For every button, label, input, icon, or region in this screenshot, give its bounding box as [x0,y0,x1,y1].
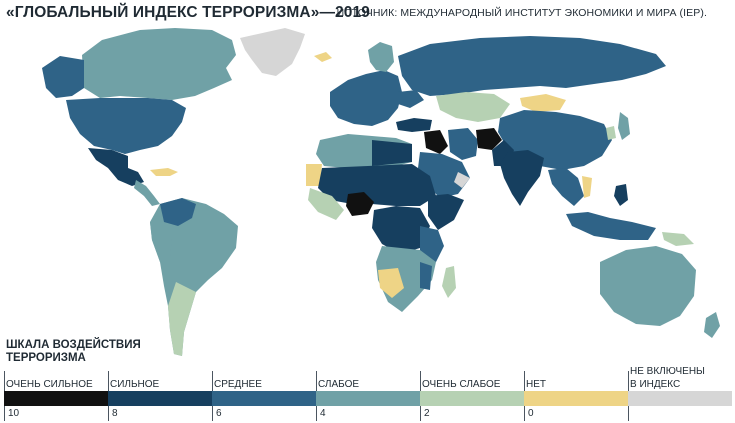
legend-item-very-weak: ОЧЕНЬ СЛАБОЕ 2 [420,360,524,423]
legend-item-very-strong: ОЧЕНЬ СИЛЬНОЕ 10 [4,360,108,423]
legend-swatch [4,391,108,406]
legend-label: ОЧЕНЬ СЛАБОЕ [422,379,501,390]
region-europe [330,70,402,126]
legend-label-multiline: НЕ ВКЛЮЧЕНЫ В ИНДЕКС [630,365,705,391]
region-madagascar [442,266,456,298]
region-horn-africa [428,194,464,230]
legend-item-not-included: НЕ ВКЛЮЧЕНЫ В ИНДЕКС [628,360,732,423]
region-australia [600,246,696,326]
region-vietnam [582,176,592,198]
page-title: «ГЛОБАЛЬНЫЙ ИНДЕКС ТЕРРОРИЗМА»—2019 [6,4,370,21]
legend-label: НЕТ [526,379,546,390]
legend-swatch [420,391,524,406]
region-west-africa [308,188,344,220]
region-scandinavia [368,42,394,72]
region-philippines [614,184,628,206]
region-korea [606,126,616,140]
legend-label-line1: НЕ ВКЛЮЧЕНЫ [630,366,705,377]
region-ukraine [398,90,424,108]
legend-item-medium: СРЕДНЕЕ 6 [212,360,316,423]
legend-item-weak: СЛАБОЕ 4 [316,360,420,423]
region-alaska [42,56,84,98]
legend-swatch [628,391,732,406]
region-new-zealand [704,312,720,338]
region-afghanistan [476,128,502,150]
region-caribbean [150,168,178,176]
region-iraq [424,130,448,154]
region-iran [448,128,478,160]
region-south-america [150,198,238,356]
region-central-asia [436,92,510,122]
legend-swatch [316,391,420,406]
region-greenland [240,28,305,76]
legend: ОЧЕНЬ СИЛЬНОЕ 10 СИЛЬНОЕ 8 СРЕДНЕЕ 6 СЛА… [4,360,732,423]
legend-swatch [212,391,316,406]
region-usa [66,98,186,154]
legend-title-line1: ШКАЛА ВОЗДЕЙСТВИЯ [6,339,141,351]
legend-label-line2: В ИНДЕКС [630,379,681,390]
region-central-america [134,180,160,206]
legend-swatch [524,391,628,406]
region-russia [398,36,666,96]
legend-value: 10 [8,408,20,419]
region-colombia-venezuela [160,198,196,226]
region-libya-egypt [372,140,412,166]
region-png [662,232,694,246]
legend-label: СИЛЬНОЕ [110,379,160,390]
region-argentina-chile [168,282,196,356]
legend-value: 8 [112,408,118,419]
region-east-africa [420,226,444,262]
legend-label: ОЧЕНЬ СИЛЬНОЕ [6,379,93,390]
region-peru [150,222,172,262]
region-mongolia [520,94,566,112]
region-sahel [318,164,436,206]
region-oman [454,172,470,188]
region-southeast-asia [548,168,584,206]
region-mexico [88,148,144,186]
region-western-sahara [306,164,322,186]
region-turkey [396,118,432,132]
legend-value: 2 [424,408,430,419]
legend-title-line2: ТЕРРОРИЗМА [6,352,86,364]
region-central-africa [372,206,430,254]
legend-label: СРЕДНЕЕ [214,379,262,390]
region-nigeria [346,192,374,216]
region-iceland [314,52,332,62]
legend-swatch [108,391,212,406]
legend-value: 6 [216,408,222,419]
legend-label: СЛАБОЕ [318,379,360,390]
region-indonesia [566,212,656,240]
legend-item-strong: СИЛЬНОЕ 8 [108,360,212,423]
region-canada [82,28,236,100]
legend-title: ШКАЛА ВОЗДЕЙСТВИЯ ТЕРРОРИЗМА [6,339,141,365]
legend-item-none: НЕТ 0 [524,360,628,423]
region-japan [618,112,630,140]
region-namibia-botswana [378,268,404,298]
source-note: ИСТОЧНИК: МЕЖДУНАРОДНЫЙ ИНСТИТУТ ЭКОНОМИ… [336,7,707,19]
region-india [500,150,544,206]
legend-value: 0 [528,408,534,419]
legend-value: 4 [320,408,326,419]
region-mozambique [420,262,432,290]
